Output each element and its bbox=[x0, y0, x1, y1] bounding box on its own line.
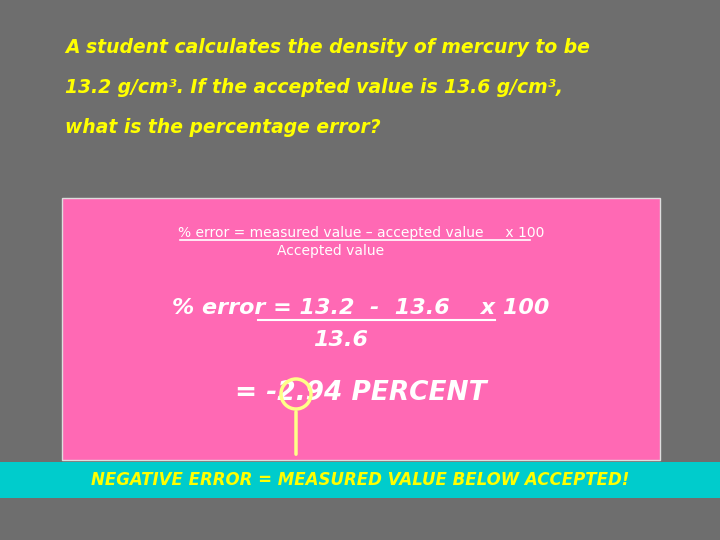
Text: Accepted value: Accepted value bbox=[277, 244, 384, 258]
Text: = -2.94 PERCENT: = -2.94 PERCENT bbox=[235, 380, 487, 406]
Text: 13.6: 13.6 bbox=[313, 330, 369, 350]
Text: NEGATIVE ERROR = MEASURED VALUE BELOW ACCEPTED!: NEGATIVE ERROR = MEASURED VALUE BELOW AC… bbox=[91, 471, 629, 489]
Text: 13.2 g/cm³. If the accepted value is 13.6 g/cm³,: 13.2 g/cm³. If the accepted value is 13.… bbox=[65, 78, 563, 97]
Text: what is the percentage error?: what is the percentage error? bbox=[65, 118, 381, 137]
Bar bbox=[62, 198, 660, 460]
Bar bbox=[0, 462, 720, 498]
Text: A student calculates the density of mercury to be: A student calculates the density of merc… bbox=[65, 38, 590, 57]
Text: % error = 13.2  -  13.6    x 100: % error = 13.2 - 13.6 x 100 bbox=[172, 298, 549, 318]
Text: % error = measured value – accepted value     x 100: % error = measured value – accepted valu… bbox=[178, 226, 544, 240]
